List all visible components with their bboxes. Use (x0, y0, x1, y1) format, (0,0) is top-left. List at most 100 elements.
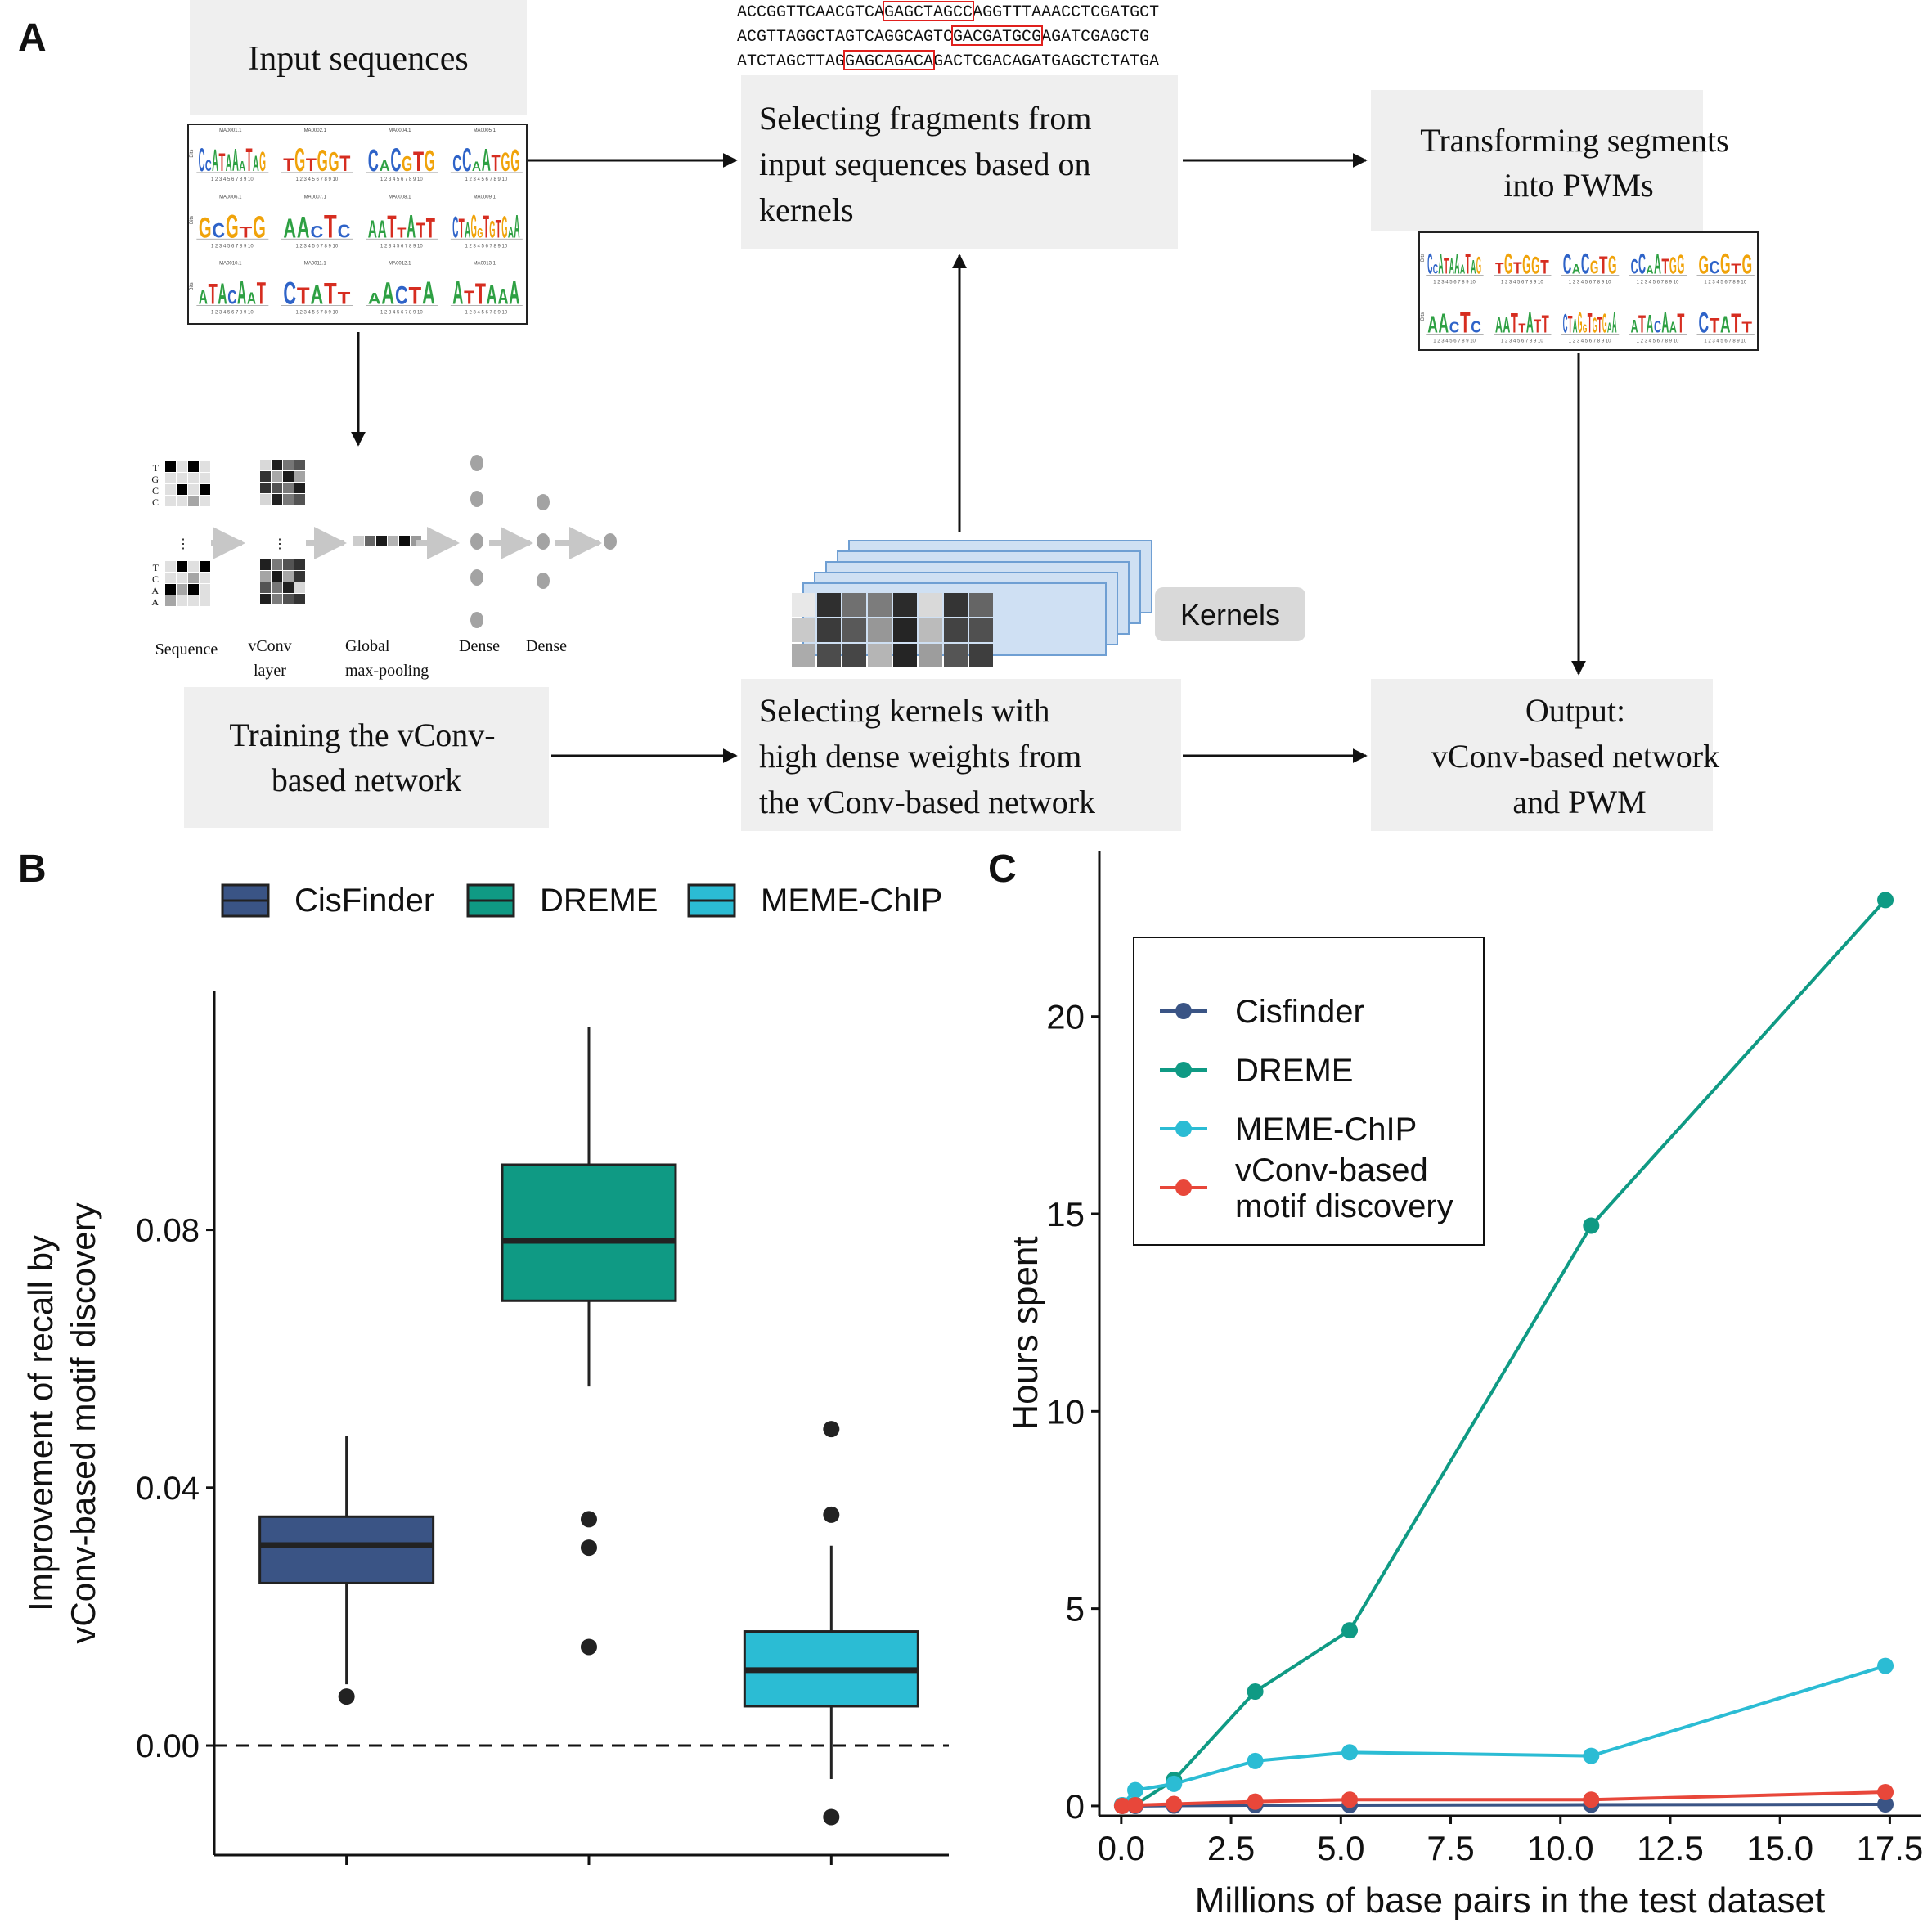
panel-b: B 0.000.040.08Improvement of recall by vC… (18, 847, 949, 1865)
matrix-cell (272, 494, 282, 505)
logo-letter: C (1471, 317, 1481, 336)
matrix-cell (188, 473, 199, 483)
logo-letter: A (1439, 308, 1449, 338)
matrix-cell (260, 582, 271, 593)
logo-letter: A (422, 276, 435, 312)
matrix-cell (260, 594, 271, 604)
matrix-cell (260, 471, 271, 482)
matrix-cell (200, 461, 210, 472)
dense-node (470, 455, 483, 471)
onehot-base-label: G (151, 474, 159, 485)
logo-letter: A (380, 157, 390, 174)
logo-position-ticks: 1 2 3 4 5 6 7 8 9 10 (295, 244, 338, 249)
logo-letter: T (483, 209, 489, 245)
logo-position-ticks: 1 2 3 4 5 6 7 8 9 10 (1637, 339, 1679, 344)
logo-letter: G (477, 225, 483, 240)
logo-caption: MA0006.1 (219, 195, 242, 200)
logo-letter: T (1741, 318, 1752, 335)
logo-position-ticks: 1 2 3 4 5 6 7 8 9 10 (380, 244, 423, 249)
logo-position-ticks: 1 2 3 4 5 6 7 8 9 10 (1433, 280, 1476, 285)
logo-letter: T (1444, 253, 1449, 278)
data-point (1247, 1794, 1264, 1810)
svg-text:Selecting kernels with: Selecting kernels with high dense weight… (759, 692, 1095, 820)
logo-letter: G (253, 210, 266, 245)
logo-caption: MA0005.1 (474, 128, 496, 133)
network-schematic: TGCCTCAA⋮ ⋮Sequence vConvlayerGlobalmax-po… (151, 455, 617, 680)
matrix-cell (177, 573, 187, 583)
kernel-cell (893, 644, 917, 667)
matrix-cell (165, 461, 176, 472)
logo-letter: T (1731, 260, 1741, 276)
dense-node (537, 533, 550, 550)
logo-caption: MA0011.1 (304, 262, 327, 267)
label-dense-2: Dense (526, 637, 567, 655)
x-tick-label: 7.5 (1427, 1829, 1474, 1867)
logo-letter: A (212, 143, 218, 178)
matrix-cell (177, 473, 187, 483)
logo-letter: A (1572, 262, 1581, 276)
training-box: Training the vConv- based network (184, 687, 549, 828)
input-sequences-box: Input sequences (190, 0, 527, 115)
label-max-pooling: max-pooling (345, 662, 429, 680)
iqr-box (260, 1516, 434, 1583)
matrix-cell (272, 483, 282, 493)
y-axis-label: Hours spent (1005, 1236, 1045, 1430)
onehot-base-label: T (153, 462, 160, 474)
outlier-point (823, 1809, 839, 1826)
matrix-cell (200, 595, 210, 606)
logo-letter: A (381, 277, 394, 312)
data-point (1247, 1683, 1264, 1700)
logo-letter: A (1503, 312, 1510, 337)
y-tick-label: 5 (1066, 1590, 1085, 1629)
logo-letter: G (1741, 249, 1752, 280)
training-line-2: based network (272, 762, 461, 798)
kernel-cell (817, 644, 841, 667)
logo-letter: A (497, 285, 508, 309)
matrix-cell (260, 483, 271, 493)
logo-letter: T (339, 151, 351, 176)
logo-position-ticks: 1 2 3 4 5 6 7 8 9 10 (1569, 280, 1611, 285)
logo-letter: A (1607, 319, 1612, 335)
logo-axis-label: Bits (1421, 312, 1426, 321)
outlier-point (823, 1421, 839, 1437)
matrix-cell (177, 496, 187, 506)
data-point (1877, 1658, 1894, 1674)
outlier-point (339, 1688, 355, 1705)
logo-caption: MA0013.1 (474, 262, 496, 267)
transforming-line-2: into PWMs (1503, 167, 1653, 204)
selecting-fragments-line-1: Selecting fragments from (759, 100, 1092, 137)
logo-letter: C (1433, 261, 1438, 276)
label-dense-1: Dense (459, 637, 500, 655)
legend-label: DREME (1235, 1053, 1353, 1089)
kernel-cell (817, 593, 841, 617)
y-tick-label: 10 (1046, 1392, 1085, 1431)
vconv-matrix-bottom (260, 559, 305, 604)
transforming-box: Transforming segments into PWMs (1371, 90, 1737, 231)
series-line (1122, 1804, 1885, 1806)
matrix-cell (283, 460, 294, 470)
logo-position-ticks: 1 2 3 4 5 6 7 8 9 10 (465, 311, 507, 316)
kernels-tag: Kernels (1155, 587, 1305, 641)
matrix-cell (165, 595, 176, 606)
logo-letter: A (482, 143, 491, 178)
kernel-cell (868, 618, 892, 642)
kernel-cell (944, 618, 968, 642)
logo-caption: MA0002.1 (304, 128, 327, 133)
logo-letter: C (452, 151, 461, 176)
y-tick-label: 15 (1046, 1195, 1085, 1233)
matrix-cell (376, 536, 387, 546)
logo-axis-label: Bits (1421, 254, 1426, 262)
onehot-matrix-bottom (165, 561, 210, 606)
x-tick-label: 10.0 (1527, 1829, 1594, 1867)
logo-caption: MA0001.1 (219, 128, 242, 133)
input-sequences-label: Input sequences (248, 40, 468, 78)
logo-letter: G (1602, 308, 1607, 339)
dense-node (470, 569, 483, 586)
matrix-cell (200, 584, 210, 595)
data-point (1583, 1748, 1599, 1764)
logo-letter: G (1593, 312, 1597, 337)
dense-node (537, 573, 550, 589)
legend-item-cisfinder: CisFinder (222, 883, 434, 919)
selecting-kernels-line-1: Selecting kernels with (759, 692, 1049, 729)
series-vconv-based (1114, 1784, 1894, 1814)
